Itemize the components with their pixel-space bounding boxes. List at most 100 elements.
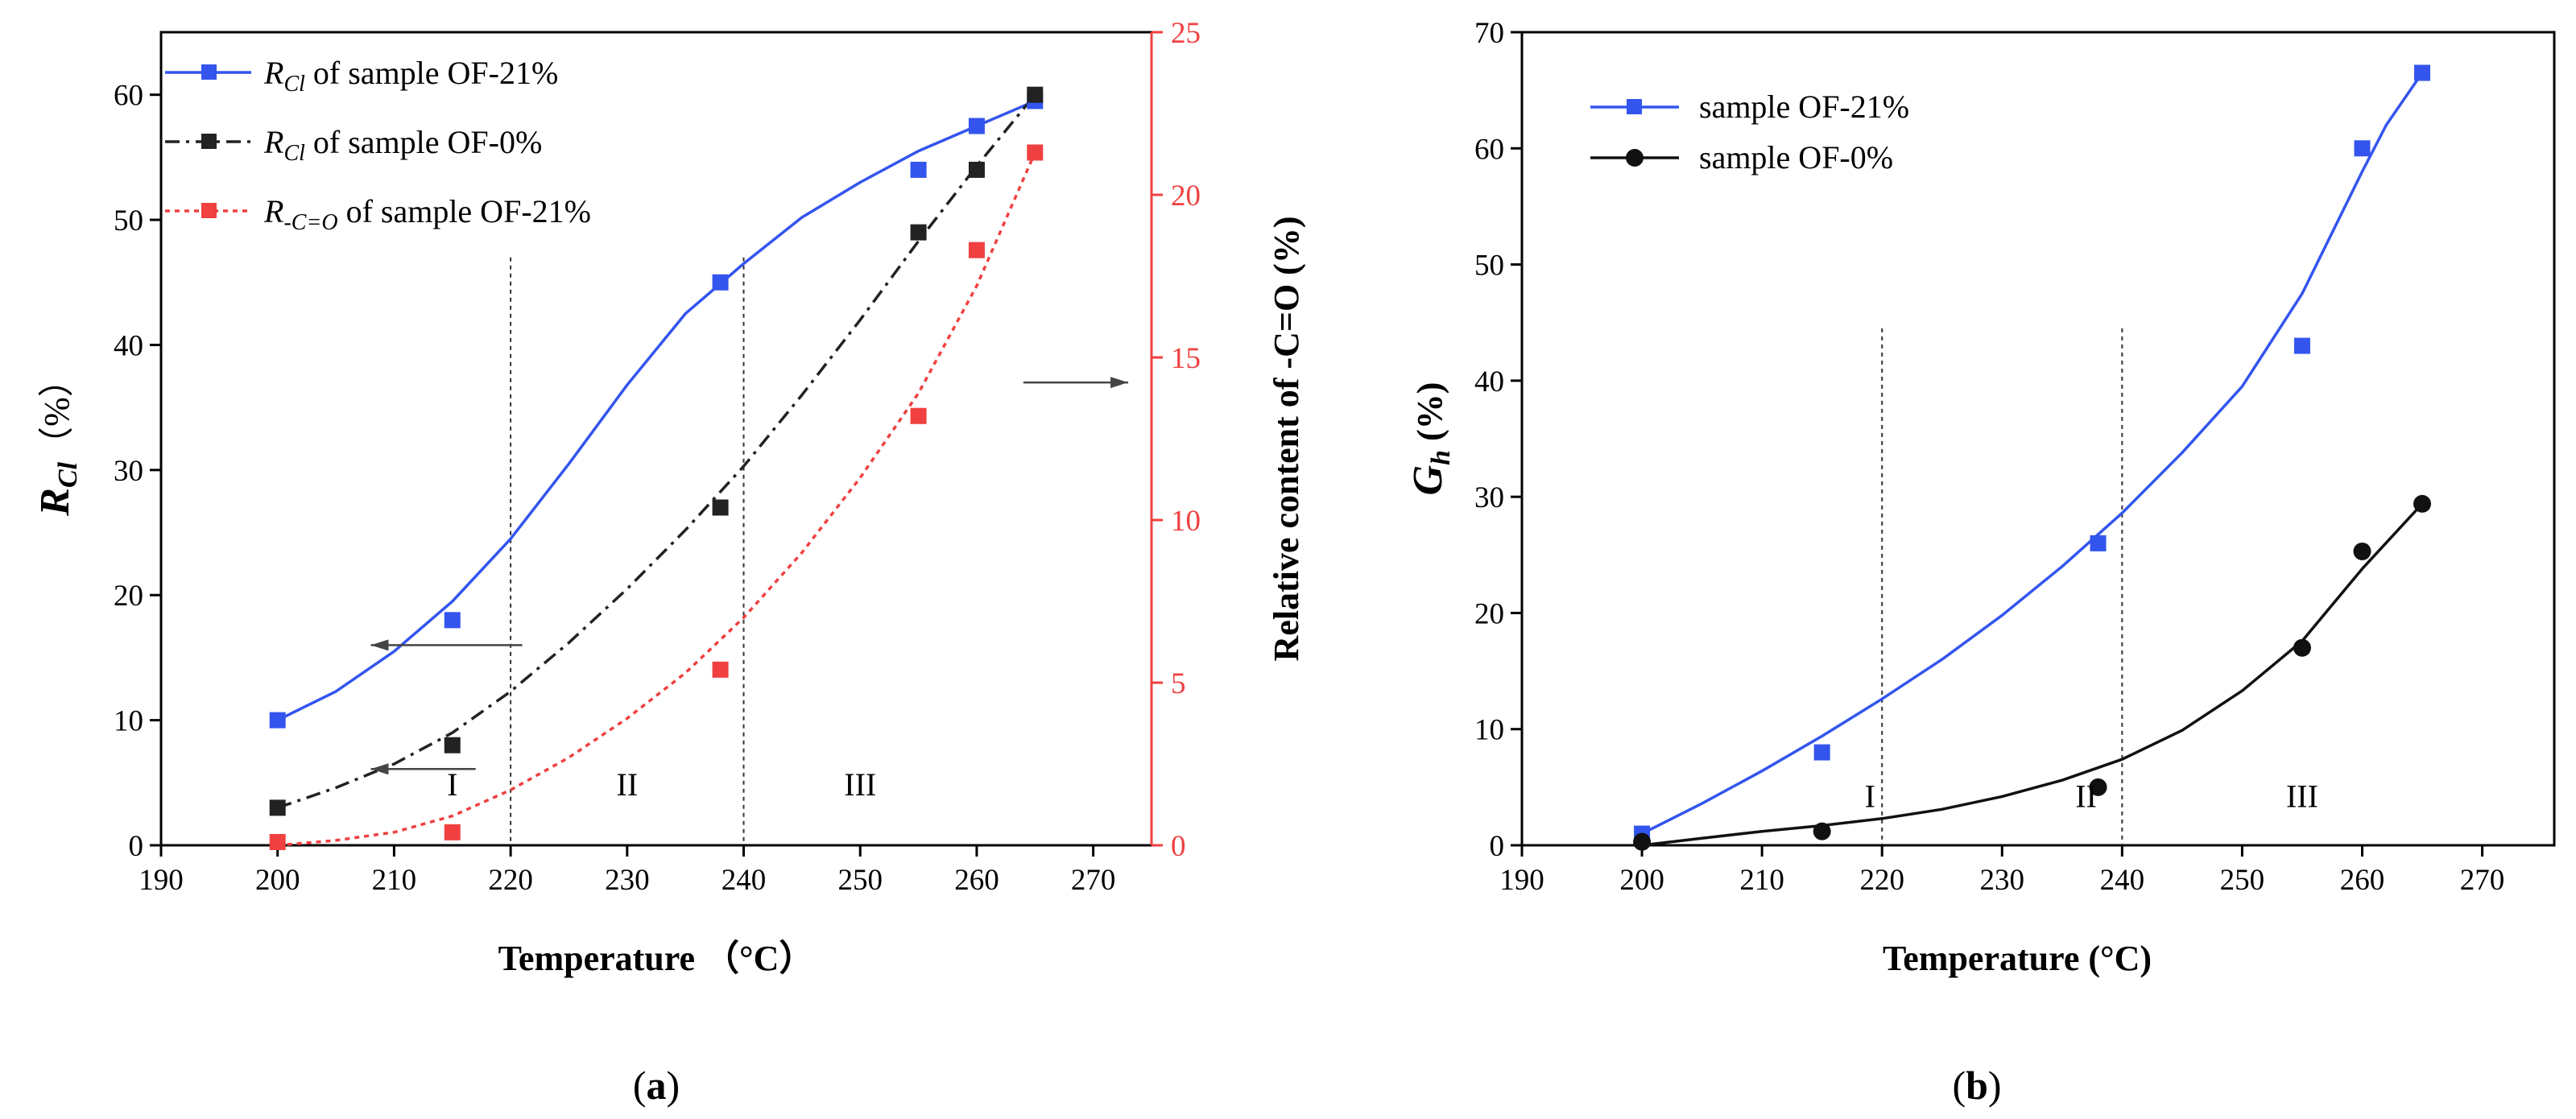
b-x-tick-label-4: 230 [1980,864,2025,897]
a-point-s2-3 [910,407,927,424]
panel-b-caption: (b) [1952,1063,2001,1108]
b-x-tick-label-6: 250 [2220,864,2265,897]
a-yr-tick-label-5: 25 [1171,17,1201,50]
chart-a-left-axis-title: RCl（%） [32,361,83,516]
b-y-tick-label-6: 60 [1474,133,1504,166]
a-point-s2-1 [444,824,461,840]
a-x-tick-label-2: 210 [372,864,417,897]
a-x-tick-label-8: 270 [1071,864,1116,897]
a-point-s2-5 [1027,144,1044,161]
a-yl-tick-label-0: 0 [129,830,144,863]
a-yl-tick-label-4: 40 [114,329,143,362]
chart-a-legend: RCl of sample OF-21% RCl of sample OF-0%… [165,55,591,235]
b-y-tick-label-1: 10 [1474,714,1504,747]
chart-b-fit-curves [1641,72,2424,847]
b-x-tick-label-1: 200 [1619,864,1664,897]
a-point-s1-1 [444,737,461,754]
a-fit-curve-0 [276,99,1036,722]
b-point-s1-3 [2293,638,2311,657]
chart-a-region-labels: I II III [447,766,876,803]
a-x-tick-label-5: 240 [722,864,767,897]
b-x-tick-label-8: 270 [2460,864,2505,897]
legend-a-marker-3 [201,203,217,218]
legend-a-label-3: R-C=O of sample OF-21% [263,193,591,235]
a-region-label-1: II [617,766,639,803]
a-point-s0-1 [444,612,461,629]
a-arrow-head-1 [370,763,389,775]
a-yr-tick-label-4: 20 [1171,180,1201,213]
a-arrow-head-0 [370,639,389,651]
legend-b-item-1: sample OF-21% [1590,89,1909,125]
a-yl-tick-label-5: 50 [114,204,143,237]
chart-a-ticks: 190 200 210 220 230 240 250 260 2700102030405060… [114,17,1201,897]
chart-b: 190 200 210 220 230 240 250 260 270 0 10 20 30 40 50 60… [1405,17,2556,1108]
a-point-s0-3 [910,161,927,178]
legend-b-marker-2 [1626,149,1644,167]
b-region-label-1: II [2075,778,2097,814]
legend-a-label-1: RCl of sample OF-21% [263,55,558,97]
a-region-label-0: I [447,766,457,803]
a-yl-tick-label-6: 60 [114,80,143,113]
b-y-tick-label-7: 70 [1474,17,1504,50]
a-point-s1-5 [1027,86,1044,103]
chart-b-ticks: 190 200 210 220 230 240 250 260 270 0 10 20 30 40 50 60… [1474,17,2504,897]
b-point-s1-5 [2413,494,2432,513]
b-x-tick-label-0: 190 [1499,864,1544,897]
a-x-tick-label-7: 260 [954,864,999,897]
chart-a-fit-curves [276,93,1036,847]
a-point-s1-0 [269,799,286,816]
a-point-s0-4 [968,118,985,134]
a-point-s1-4 [968,161,985,178]
legend-a-item-3: R-C=O of sample OF-21% [165,193,591,235]
legend-a-marker-1 [201,64,217,80]
b-point-s0-2 [2090,535,2107,551]
b-point-s1-0 [1633,832,1652,851]
chart-b-plot-frame [1520,31,2556,847]
a-region-label-2: III [844,766,876,803]
chart-a-region-lines [510,257,745,845]
b-x-tick-label-5: 240 [2100,864,2145,897]
chart-b-points [1633,64,2432,851]
b-y-tick-label-5: 50 [1474,250,1504,283]
a-point-s2-4 [968,242,985,258]
legend-b-label-1: sample OF-21% [1699,89,1909,125]
legend-b-label-2: sample OF-0% [1699,139,1893,175]
a-point-s2-2 [712,661,729,678]
legend-a-marker-2 [201,134,217,149]
a-fit-curve-1 [277,93,1036,810]
chart-b-legend: sample OF-21% sample OF-0% [1590,89,1909,175]
b-point-s0-1 [1813,744,1830,761]
b-y-tick-label-3: 30 [1474,481,1504,514]
b-y-tick-label-0: 0 [1490,830,1505,863]
chart-a-x-axis-title: Temperature （°C） [498,939,815,978]
chart-a-arrows [370,377,1129,775]
a-x-tick-label-3: 220 [488,864,533,897]
a-yl-tick-label-1: 10 [114,705,143,738]
b-region-label-2: III [2286,778,2318,814]
a-yr-tick-label-2: 10 [1171,505,1201,538]
legend-a-item-1: RCl of sample OF-21% [165,55,558,97]
b-y-tick-label-4: 40 [1474,365,1504,398]
a-yl-tick-label-3: 30 [114,455,143,488]
b-fit-curve-0 [1641,72,2424,836]
a-x-tick-label-4: 230 [605,864,650,897]
chart-a-points [269,86,1044,850]
a-yr-tick-label-1: 5 [1171,667,1186,700]
panel-a-caption: (a) [633,1063,680,1108]
legend-b-item-2: sample OF-0% [1590,139,1893,175]
b-x-tick-label-3: 220 [1859,864,1904,897]
a-x-tick-label-1: 200 [255,864,300,897]
a-fit-curve-2 [277,151,1036,847]
b-region-label-0: I [1865,778,1875,814]
a-x-tick-label-0: 190 [139,864,184,897]
legend-a-item-2: RCl of sample OF-0% [165,124,542,166]
b-point-s0-4 [2354,140,2371,157]
chart-b-region-labels: I II III [1865,778,2318,814]
chart-a: 190 200 210 220 230 240 250 260 2700102030405060… [32,17,1306,1108]
a-yr-tick-label-3: 15 [1171,342,1201,375]
b-x-tick-label-7: 260 [2340,864,2385,897]
a-yr-tick-label-0: 0 [1171,830,1186,863]
b-point-s0-5 [2414,64,2431,81]
b-point-s1-1 [1813,822,1831,840]
